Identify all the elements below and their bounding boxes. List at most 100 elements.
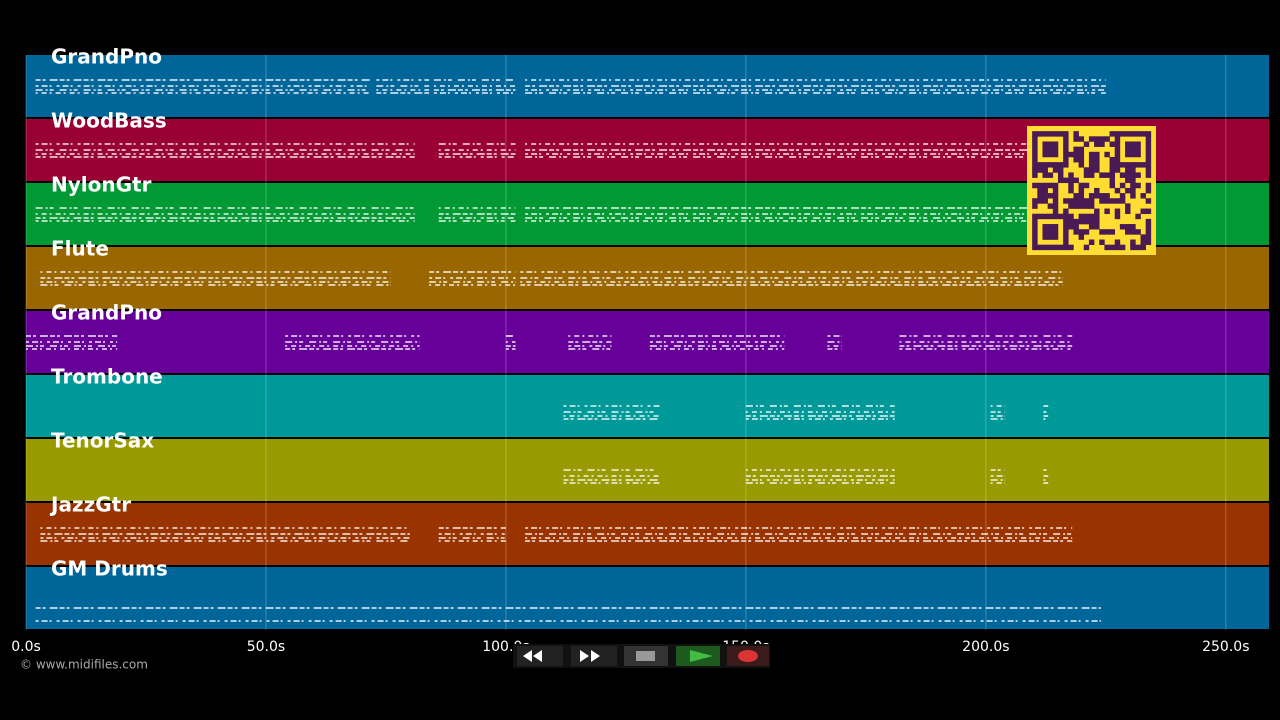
qr-module: [1130, 172, 1136, 178]
qr-module: [1119, 244, 1126, 251]
qr-module: [1114, 162, 1121, 168]
qr-module: [1125, 187, 1131, 194]
qr-module: [1094, 218, 1100, 225]
qr-module: [1094, 213, 1100, 220]
qr-module: [1094, 187, 1100, 194]
qr-module: [1114, 146, 1121, 153]
qr-module: [1083, 203, 1090, 209]
qr-module: [1063, 151, 1069, 158]
qr-module: [1125, 229, 1131, 235]
qr-module: [1114, 141, 1121, 147]
qr-module: [1094, 193, 1100, 199]
qr-module: [1114, 156, 1121, 163]
qr-module: [1042, 234, 1048, 240]
qr-module: [1145, 234, 1152, 240]
qr-module: [1032, 167, 1038, 173]
track-name: TenorSax: [51, 429, 154, 453]
qr-module: [1032, 213, 1038, 220]
qr-module: [1114, 131, 1121, 137]
qr-module: [1145, 131, 1152, 137]
qr-module: [1104, 172, 1110, 178]
qr-module: [1083, 172, 1090, 178]
qr-module: [1052, 131, 1059, 137]
track-name: NylonGtr: [51, 173, 152, 197]
qr-module: [1078, 136, 1085, 142]
qr-module: [1068, 218, 1074, 225]
qr-module: [1135, 182, 1141, 189]
stop-button[interactable]: [624, 646, 668, 666]
track-name: GM Drums: [51, 557, 168, 581]
qr-module: [1135, 213, 1141, 220]
qr-module: [1094, 141, 1100, 147]
qr-module: [1099, 172, 1105, 178]
qr-module: [1032, 203, 1038, 209]
qr-module: [1125, 162, 1131, 168]
qr-module: [1088, 151, 1095, 158]
qr-module: [1073, 156, 1079, 163]
x-tick-label: 50.0s: [247, 639, 285, 655]
fast-forward-button[interactable]: [571, 646, 617, 666]
qr-module: [1052, 146, 1059, 153]
qr-module: [1130, 244, 1136, 251]
qr-module: [1135, 162, 1141, 168]
qr-module: [1130, 141, 1136, 147]
qr-module: [1057, 244, 1064, 251]
qr-module: [1104, 136, 1110, 142]
qr-module: [1073, 198, 1079, 204]
rewind-button[interactable]: [517, 646, 563, 666]
copyright: © www.midifiles.com: [20, 658, 148, 672]
qr-module: [1042, 193, 1048, 199]
track-name: GrandPno: [51, 301, 162, 325]
qr-module: [1078, 151, 1085, 158]
qr-module: [1032, 198, 1038, 204]
qr-module: [1125, 146, 1131, 153]
qr-module: [1057, 177, 1064, 184]
qr-module: [1078, 198, 1085, 204]
qr-module: [1068, 203, 1074, 209]
qr-module: [1104, 198, 1110, 204]
qr-module: [1145, 141, 1152, 147]
qr-module: [1042, 182, 1048, 189]
qr-module: [1135, 172, 1141, 178]
qr-module: [1130, 177, 1136, 184]
qr-module: [1063, 234, 1069, 240]
qr-module: [1119, 198, 1126, 204]
qr-module: [1145, 156, 1152, 163]
qr-module: [1063, 239, 1069, 245]
qr-module: [1119, 172, 1126, 178]
qr-module: [1114, 187, 1121, 194]
qr-module: [1052, 213, 1059, 220]
qr-module: [1094, 162, 1100, 168]
record-button[interactable]: [727, 646, 769, 666]
qr-module: [1032, 151, 1038, 158]
qr-module: [1078, 218, 1085, 225]
qr-module: [1125, 167, 1131, 173]
track-name: WoodBass: [51, 109, 167, 133]
qr-module: [1052, 187, 1059, 194]
qr-module: [1068, 182, 1074, 189]
qr-module: [1078, 193, 1085, 199]
qr-module: [1047, 162, 1054, 168]
play-button[interactable]: [676, 646, 720, 666]
qr-module: [1047, 234, 1054, 240]
qr-module: [1094, 167, 1100, 173]
qr-module: [1057, 162, 1064, 168]
qr-module: [1088, 162, 1095, 168]
qr-module: [1073, 193, 1079, 199]
qr-module: [1104, 244, 1110, 251]
qr-module: [1032, 131, 1038, 137]
qr-module: [1073, 136, 1079, 142]
qr-module: [1047, 141, 1054, 147]
qr-module: [1052, 234, 1059, 240]
x-tick-label: 250.0s: [1202, 639, 1249, 655]
qr-module: [1078, 182, 1085, 189]
qr-module: [1119, 224, 1126, 230]
qr-module: [1042, 141, 1048, 147]
qr-module: [1052, 224, 1059, 230]
qr-module: [1078, 203, 1085, 209]
qr-module: [1114, 136, 1121, 142]
qr-module: [1140, 244, 1146, 251]
qr-module: [1032, 146, 1038, 153]
